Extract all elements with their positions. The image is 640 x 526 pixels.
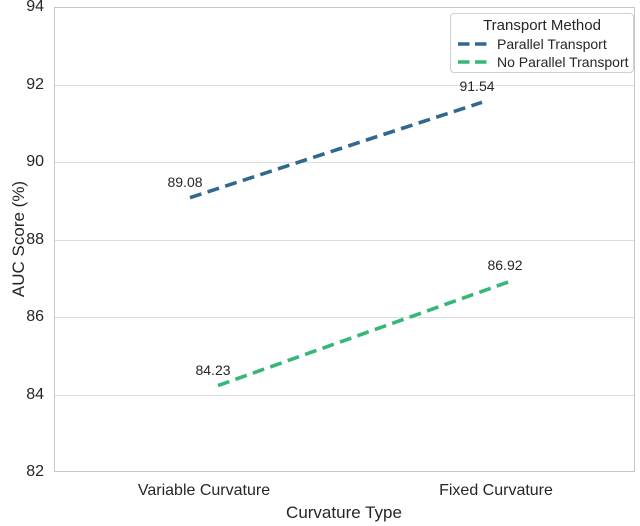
x-axis-label: Curvature Type xyxy=(286,503,402,522)
point-label: 86.92 xyxy=(487,257,523,274)
x-tick-label: Variable Curvature xyxy=(137,482,271,499)
y-axis-label: AUC Score (%) xyxy=(9,180,28,298)
y-tick-label: 88 xyxy=(26,230,44,248)
legend-dashed-line-icon xyxy=(458,42,488,46)
legend-entries: Parallel Transport No Parallel Transport xyxy=(451,35,633,71)
legend-entry: No Parallel Transport xyxy=(451,53,633,71)
plot-area xyxy=(54,7,635,472)
x-tick-label: Fixed Curvature xyxy=(439,482,553,499)
legend-entry-label: Parallel Transport xyxy=(497,36,607,52)
series-line-no-parallel-transport xyxy=(217,279,511,388)
y-tick-label: 86 xyxy=(26,308,44,325)
point-label: 91.54 xyxy=(459,78,495,95)
point-label: 84.23 xyxy=(195,361,231,378)
y-tick-label: 94 xyxy=(26,0,44,15)
legend-title: Transport Method xyxy=(483,17,601,34)
y-tick-label: 82 xyxy=(26,463,44,480)
point-label: 89.08 xyxy=(167,173,203,190)
gridline xyxy=(54,84,635,86)
y-tick-label: 92 xyxy=(26,75,44,93)
series-lines-layer xyxy=(189,100,511,388)
gridline xyxy=(54,239,635,241)
gridline xyxy=(54,162,635,163)
gridline xyxy=(54,317,635,318)
legend-dashed-line-icon xyxy=(458,60,488,64)
legend-entry: Parallel Transport xyxy=(451,35,633,53)
gridline xyxy=(54,394,635,396)
series-line-parallel-transport xyxy=(189,100,483,200)
y-tick-label: 84 xyxy=(26,385,44,403)
y-tick-label: 90 xyxy=(26,153,44,170)
legend: Transport Method Parallel Transport No Pa… xyxy=(450,13,634,73)
legend-entry-label: No Parallel Transport xyxy=(497,54,629,70)
